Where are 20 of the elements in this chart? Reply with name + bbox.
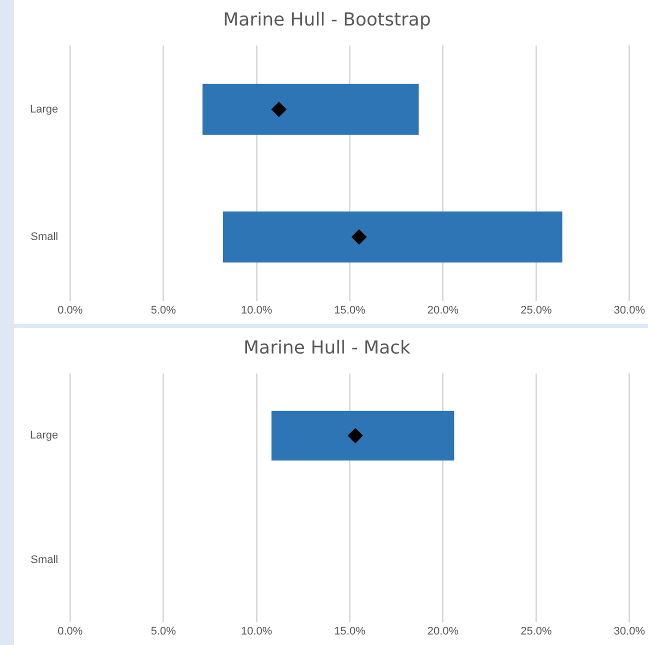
x-tick-label: 20.0% xyxy=(427,625,459,638)
x-tick-label: 5.0% xyxy=(150,625,176,638)
y-tick-label: Large xyxy=(30,430,58,442)
x-tick-label: 0.0% xyxy=(58,625,83,638)
chart-title: Marine Hull - Bootstrap xyxy=(223,9,431,30)
y-tick-label: Small xyxy=(30,231,58,244)
x-tick-label: 25.0% xyxy=(520,625,552,638)
y-tick-label: Small xyxy=(30,554,58,566)
x-tick-label: 15.0% xyxy=(334,304,366,316)
chart-title: Marine Hull - Mack xyxy=(244,337,412,358)
x-tick-label: 20.0% xyxy=(427,304,459,316)
x-tick-label: 30.0% xyxy=(614,625,646,638)
x-tick-label: 0.0% xyxy=(58,304,83,316)
x-tick-label: 10.0% xyxy=(240,304,272,316)
x-tick-label: 5.0% xyxy=(150,304,176,316)
x-tick-label: 15.0% xyxy=(334,625,366,638)
x-tick-label: 30.0% xyxy=(614,304,646,316)
x-tick-label: 25.0% xyxy=(520,304,552,316)
y-tick-label: Large xyxy=(30,103,58,116)
x-tick-label: 10.0% xyxy=(240,625,272,638)
